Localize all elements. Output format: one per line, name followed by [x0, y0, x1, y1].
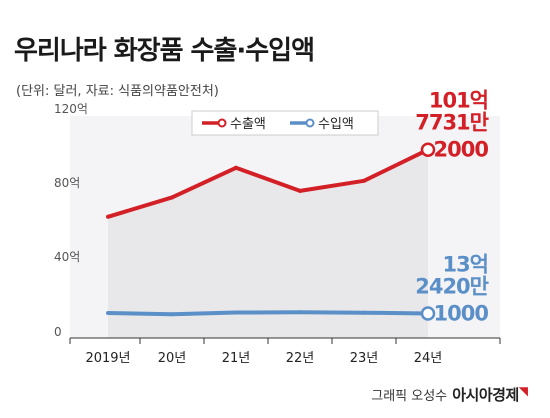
x-tick-label: 2019년: [85, 351, 130, 366]
y-tick-label: 80억: [54, 176, 80, 190]
x-tick-label: 23년: [350, 351, 379, 366]
credit-text: 그래픽 오성수: [371, 389, 448, 404]
x-tick-label: 22년: [286, 351, 315, 366]
import-data-point: [298, 310, 302, 315]
export-series-line: [107, 147, 429, 219]
legend-import-marker: [305, 118, 315, 128]
x-tick-label: 20년: [158, 351, 187, 366]
x-tick-label: 24년: [414, 351, 443, 366]
import-value-label: 2420만: [415, 275, 488, 299]
y-tick-label: 40억: [54, 250, 80, 264]
import-data-point: [170, 312, 174, 317]
export-value-label: 101억: [429, 89, 488, 113]
import-value-label: 13억: [442, 253, 488, 277]
logo-mark-icon: ◥: [518, 384, 528, 398]
import-data-point: [420, 306, 436, 321]
export-data-point: [106, 214, 110, 219]
export-data-point: [234, 165, 238, 170]
export-data-point: [170, 195, 174, 200]
y-tick-label: 120억: [54, 102, 88, 116]
x-tick-label: 21년: [222, 351, 251, 366]
legend-import-label: 수입액: [318, 117, 354, 132]
legend-export-marker: [217, 118, 227, 128]
publisher-logo: 아시아경제: [452, 386, 519, 404]
legend: 수출액 수입액: [191, 110, 379, 136]
source-note: (단위: 달러, 자료: 식품의약품안전처): [16, 84, 219, 99]
import-data-point: [362, 310, 366, 315]
export-value-label: 7731만: [415, 111, 488, 135]
import-series-line: [107, 310, 429, 317]
credit: 그래픽 오성수 아시아경제◥: [371, 384, 528, 405]
export-value-label: 2000: [434, 138, 489, 162]
import-data-point: [234, 310, 238, 315]
import-data-point: [106, 311, 110, 315]
legend-export-label: 수출액: [230, 117, 266, 132]
export-data-point: [298, 188, 302, 193]
export-data-point: [362, 178, 366, 183]
export-area: [108, 149, 428, 338]
page-title: 우리나라 화장품 수출·수입액: [14, 36, 315, 66]
export-data-point: [420, 142, 436, 157]
y-tick-label: 0: [54, 325, 62, 339]
import-value-label: 1000: [434, 302, 489, 326]
